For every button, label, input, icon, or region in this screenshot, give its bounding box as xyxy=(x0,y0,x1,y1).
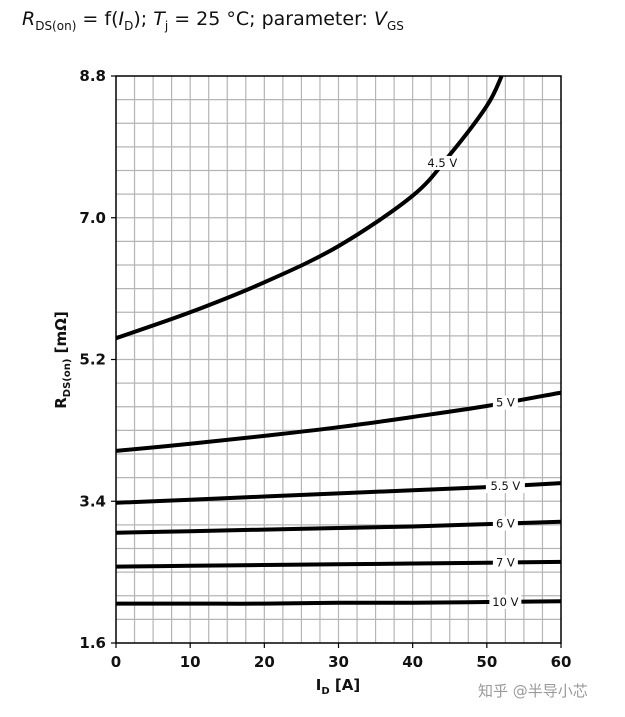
y-tick-label: 1.6 xyxy=(79,634,106,652)
curves: 4.5 V 5 V 5.5 V 6 V 7 V 10 V xyxy=(115,75,562,609)
curve-label-vgs-7-v: 7 V xyxy=(496,555,515,569)
title-v: V xyxy=(374,8,387,30)
x-tick-label: 50 xyxy=(476,653,497,671)
curve-label-vgs-5-5-v: 5.5 V xyxy=(490,479,520,493)
x-tick-labels: 0 10 20 30 40 50 60 xyxy=(111,643,572,671)
curve-label-vgs-6-v: 6 V xyxy=(496,516,515,530)
x-tick-label: 40 xyxy=(402,653,423,671)
title-r: R xyxy=(22,8,36,30)
curve-vgs-5-v xyxy=(115,390,562,453)
title-eq: = f( xyxy=(76,8,119,30)
curve-label-vgs-10-v: 10 V xyxy=(492,595,518,609)
watermark: 知乎 @半导小芯 xyxy=(478,682,588,700)
curve-label-background xyxy=(492,516,518,531)
title-close: ); xyxy=(133,8,154,30)
y-tick-label: 3.4 xyxy=(79,492,106,510)
x-tick-label: 60 xyxy=(551,653,572,671)
curve-label-vgs-4-5-v: 4.5 V xyxy=(427,156,457,170)
curve-vgs-4-5-v xyxy=(115,75,504,341)
y-axis-label-main: R xyxy=(52,397,70,409)
y-tick-labels: 1.6 3.4 5.2 7.0 8.8 xyxy=(79,67,116,652)
y-axis-label-sub: DS(on) xyxy=(62,359,73,398)
title-rest: = 25 °C; parameter: xyxy=(168,8,374,30)
x-tick-label: 10 xyxy=(180,653,201,671)
curve-vgs-10-v xyxy=(116,599,562,606)
x-axis-label: ID [A] xyxy=(316,676,360,697)
title-i: I xyxy=(118,8,125,30)
title-r-sub: DS(on) xyxy=(35,18,77,33)
x-tick-label: 30 xyxy=(328,653,349,671)
title-v-sub: GS xyxy=(387,18,404,33)
y-axis-label-unit: [mΩ] xyxy=(52,311,70,358)
y-axis-label: RDS(on) [mΩ] xyxy=(52,311,73,409)
title-i-sub: D xyxy=(124,18,134,33)
curve-vgs-6-v xyxy=(115,519,562,535)
x-tick-label: 20 xyxy=(254,653,275,671)
curve-label-background xyxy=(422,155,462,170)
chart-title: RDS(on) = f(ID); Tj = 25 °C; parameter: … xyxy=(22,8,404,33)
title-t-sub: j xyxy=(164,18,169,33)
curve-vgs-7-v xyxy=(115,559,562,569)
x-axis-label-main: I xyxy=(316,676,322,694)
curve-label-background xyxy=(492,555,518,570)
x-axis-label-unit: [A] xyxy=(330,676,361,694)
y-tick-label: 7.0 xyxy=(79,209,106,227)
curve-label-vgs-5-v: 5 V xyxy=(496,396,515,410)
curve-label-background xyxy=(485,479,525,494)
x-tick-label: 0 xyxy=(111,653,121,671)
grid xyxy=(116,76,561,643)
x-axis-label-sub: D xyxy=(321,686,329,697)
y-tick-label: 8.8 xyxy=(79,67,106,85)
curve-label-background xyxy=(492,395,518,410)
title-t: T xyxy=(153,8,165,30)
y-tick-label: 5.2 xyxy=(79,351,106,369)
curve-label-background xyxy=(489,594,522,609)
